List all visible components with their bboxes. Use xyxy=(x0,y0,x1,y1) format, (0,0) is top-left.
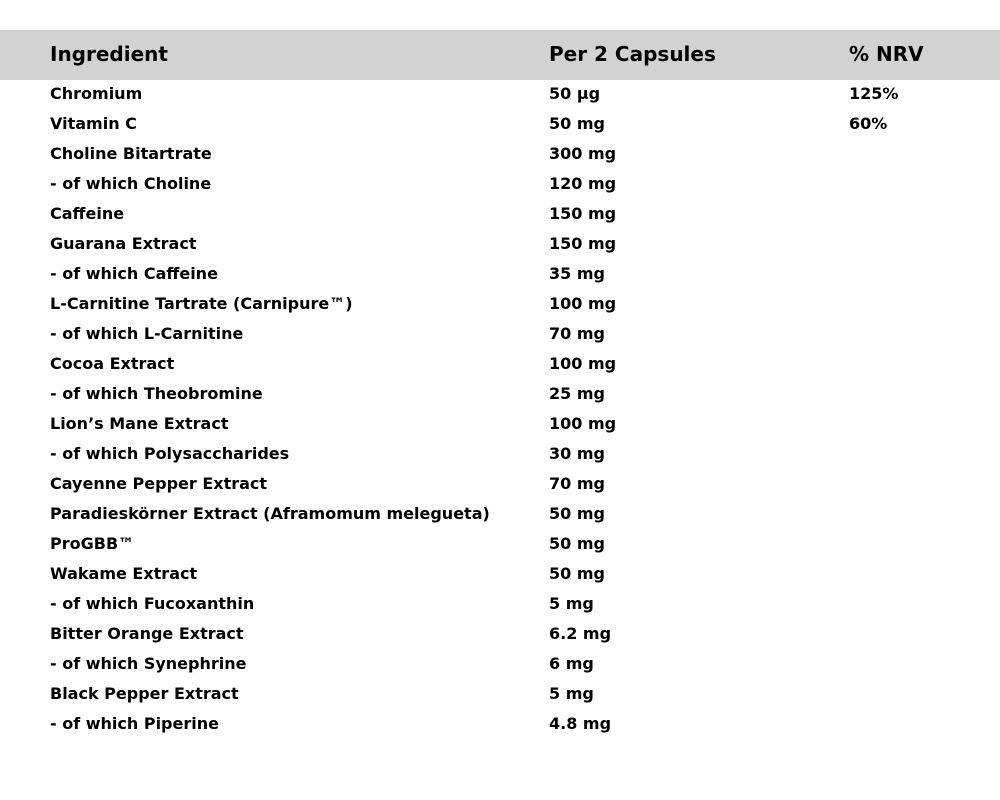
table-row: - of which Polysaccharides 30 mg xyxy=(0,439,1000,469)
table-row: Wakame Extract 50 mg xyxy=(0,559,1000,589)
table-row: Vitamin C 50 mg 60% xyxy=(0,109,1000,139)
table-row: Lion’s Mane Extract 100 mg xyxy=(0,409,1000,439)
ingredient-cell: - of which Synephrine xyxy=(50,654,247,673)
table-body: Chromium 50 µg 125% Vitamin C 50 mg 60% … xyxy=(0,79,1000,739)
ingredient-cell: L-Carnitine Tartrate (Carnipure™) xyxy=(50,294,353,313)
table-row: - of which L-Carnitine 70 mg xyxy=(0,319,1000,349)
amount-cell: 50 µg xyxy=(549,84,601,103)
ingredient-cell: Guarana Extract xyxy=(50,234,197,253)
ingredient-cell: Vitamin C xyxy=(50,114,137,133)
ingredient-cell: Caffeine xyxy=(50,204,125,223)
table-row: Cocoa Extract 100 mg xyxy=(0,349,1000,379)
amount-cell: 50 mg xyxy=(549,534,605,553)
nrv-cell: 60% xyxy=(849,114,888,133)
amount-cell: 70 mg xyxy=(549,474,605,493)
amount-cell: 300 mg xyxy=(549,144,617,163)
ingredient-cell: Choline Bitartrate xyxy=(50,144,212,163)
table-row: Choline Bitartrate 300 mg xyxy=(0,139,1000,169)
ingredient-cell: Wakame Extract xyxy=(50,564,198,583)
amount-cell: 150 mg xyxy=(549,204,617,223)
amount-cell: 100 mg xyxy=(549,414,617,433)
amount-cell: 120 mg xyxy=(549,174,617,193)
header-nrv: % NRV xyxy=(849,42,924,66)
table-row: ProGBB™ 50 mg xyxy=(0,529,1000,559)
ingredient-cell: - of which L-Carnitine xyxy=(50,324,244,343)
ingredient-cell: - of which Theobromine xyxy=(50,384,263,403)
ingredient-cell: - of which Piperine xyxy=(50,714,219,733)
table-row: - of which Synephrine 6 mg xyxy=(0,649,1000,679)
amount-cell: 5 mg xyxy=(549,684,594,703)
ingredient-cell: Cayenne Pepper Extract xyxy=(50,474,268,493)
ingredient-cell: Black Pepper Extract xyxy=(50,684,239,703)
amount-cell: 4.8 mg xyxy=(549,714,612,733)
ingredient-cell: - of which Polysaccharides xyxy=(50,444,290,463)
table-row: Caffeine 150 mg xyxy=(0,199,1000,229)
ingredient-cell: ProGBB™ xyxy=(50,534,135,553)
ingredient-cell: Chromium xyxy=(50,84,143,103)
header-ingredient: Ingredient xyxy=(50,42,168,66)
amount-cell: 50 mg xyxy=(549,564,605,583)
amount-cell: 35 mg xyxy=(549,264,605,283)
table-row: L-Carnitine Tartrate (Carnipure™) 100 mg xyxy=(0,289,1000,319)
amount-cell: 5 mg xyxy=(549,594,594,613)
ingredient-cell: - of which Choline xyxy=(50,174,212,193)
amount-cell: 25 mg xyxy=(549,384,605,403)
table-row: Cayenne Pepper Extract 70 mg xyxy=(0,469,1000,499)
table-row: - of which Theobromine 25 mg xyxy=(0,379,1000,409)
table-row: Chromium 50 µg 125% xyxy=(0,79,1000,109)
table-row: Bitter Orange Extract 6.2 mg xyxy=(0,619,1000,649)
table-row: - of which Choline 120 mg xyxy=(0,169,1000,199)
amount-cell: 50 mg xyxy=(549,504,605,523)
amount-cell: 6 mg xyxy=(549,654,594,673)
ingredient-cell: Cocoa Extract xyxy=(50,354,175,373)
ingredient-cell: Paradieskörner Extract (Aframomum melegu… xyxy=(50,504,490,523)
table-row: Paradieskörner Extract (Aframomum melegu… xyxy=(0,499,1000,529)
table-row: Black Pepper Extract 5 mg xyxy=(0,679,1000,709)
table-row: - of which Fucoxanthin 5 mg xyxy=(0,589,1000,619)
amount-cell: 100 mg xyxy=(549,354,617,373)
header-per-2-capsules: Per 2 Capsules xyxy=(549,42,716,66)
ingredient-cell: Lion’s Mane Extract xyxy=(50,414,229,433)
amount-cell: 100 mg xyxy=(549,294,617,313)
ingredient-cell: Bitter Orange Extract xyxy=(50,624,244,643)
ingredient-cell: - of which Fucoxanthin xyxy=(50,594,255,613)
table-header: Ingredient Per 2 Capsules % NRV xyxy=(0,30,1000,80)
table-row: - of which Caffeine 35 mg xyxy=(0,259,1000,289)
amount-cell: 6.2 mg xyxy=(549,624,612,643)
amount-cell: 30 mg xyxy=(549,444,605,463)
table-row: Guarana Extract 150 mg xyxy=(0,229,1000,259)
ingredient-cell: - of which Caffeine xyxy=(50,264,218,283)
table-row: - of which Piperine 4.8 mg xyxy=(0,709,1000,739)
amount-cell: 70 mg xyxy=(549,324,605,343)
amount-cell: 150 mg xyxy=(549,234,617,253)
amount-cell: 50 mg xyxy=(549,114,605,133)
nrv-cell: 125% xyxy=(849,84,899,103)
